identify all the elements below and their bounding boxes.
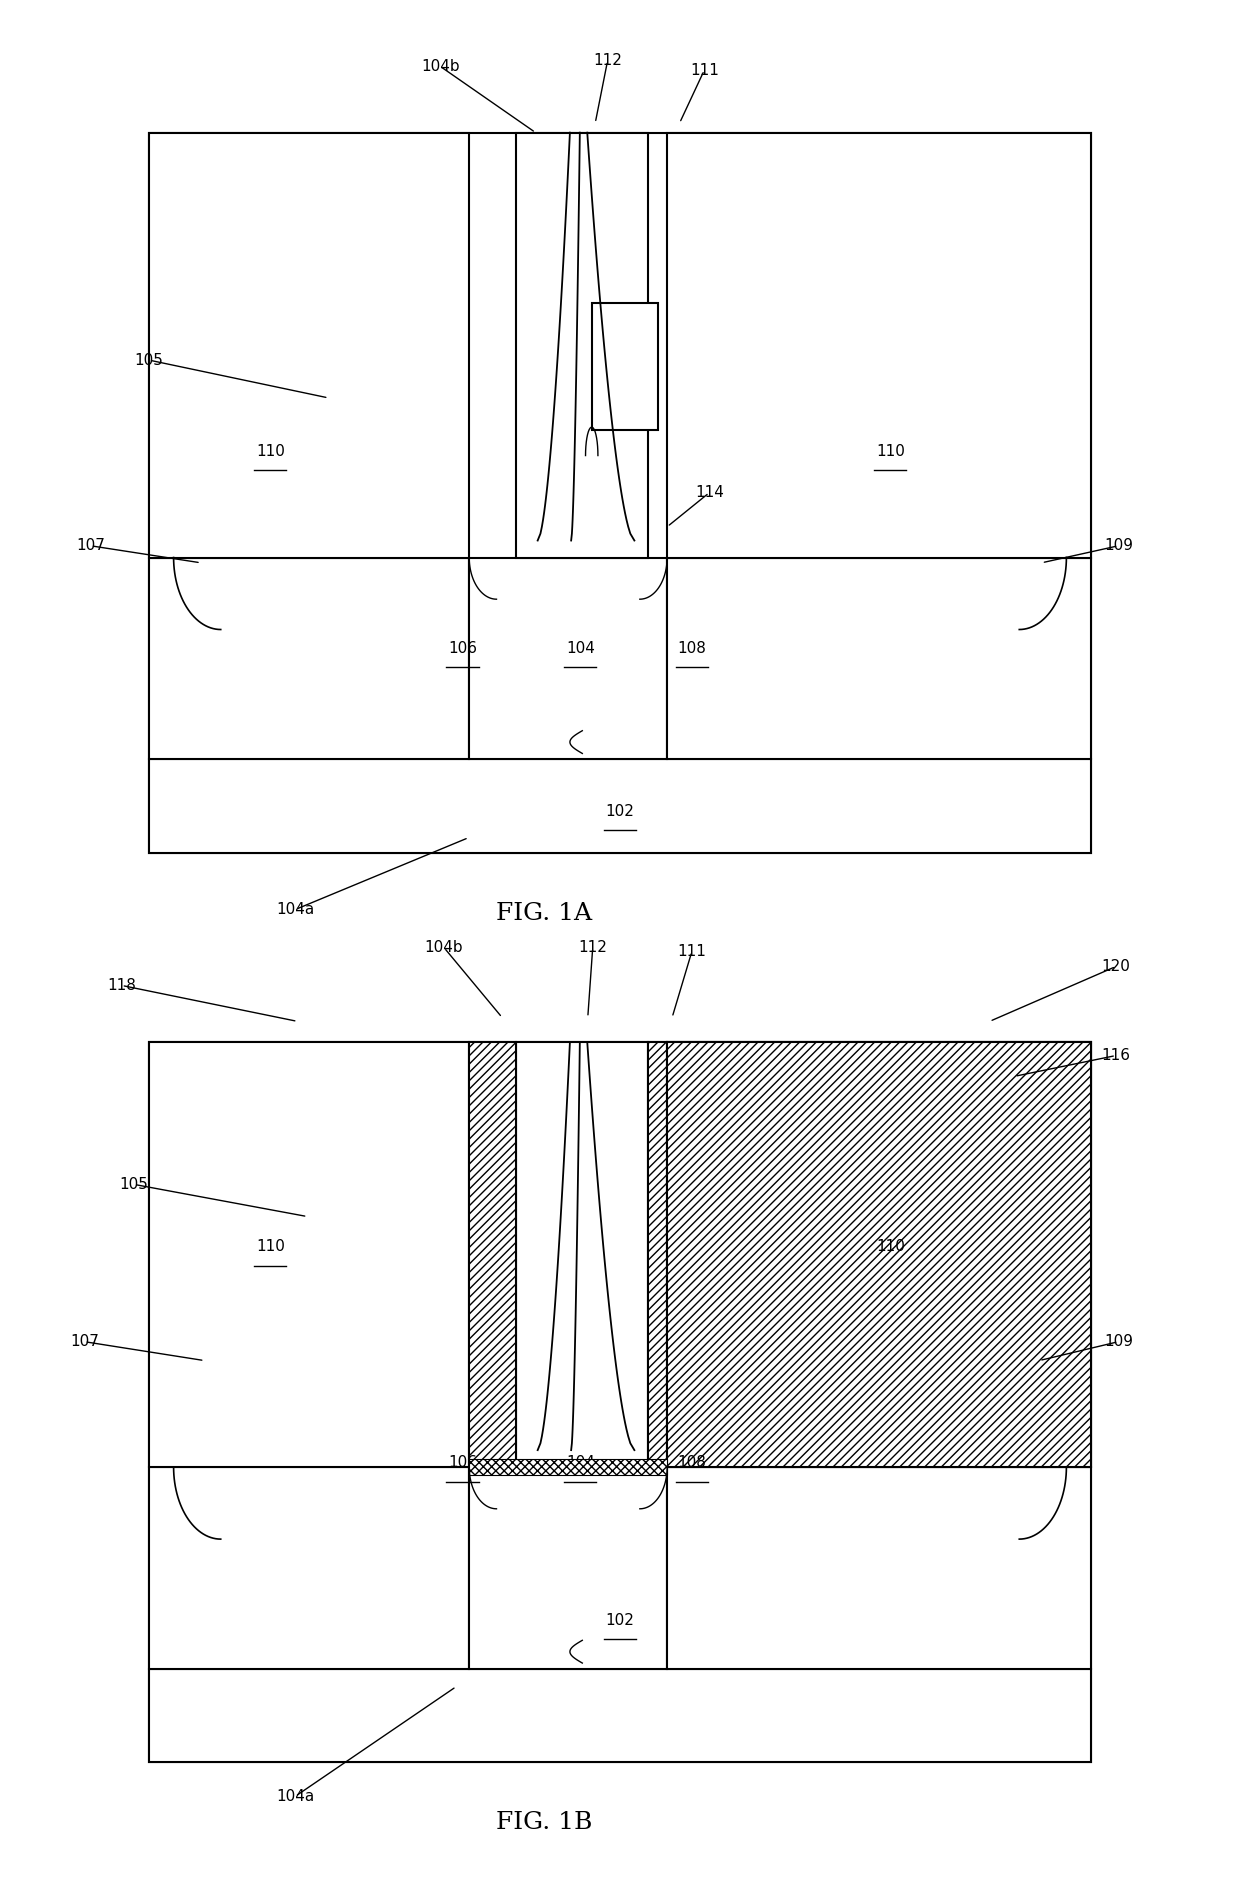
Text: 109: 109 <box>1104 1334 1133 1349</box>
Bar <box>149 1042 469 1467</box>
Bar <box>516 133 649 557</box>
Bar <box>149 1669 1091 1762</box>
Text: 110: 110 <box>875 1239 905 1254</box>
Text: 112: 112 <box>578 940 608 955</box>
Text: 116: 116 <box>1101 1048 1131 1063</box>
Text: 104b: 104b <box>420 59 460 74</box>
Text: 112: 112 <box>593 53 622 68</box>
Text: 118: 118 <box>107 978 136 993</box>
Bar <box>149 133 469 557</box>
Text: FIG. 1A: FIG. 1A <box>496 902 593 925</box>
Bar <box>149 1467 469 1669</box>
Text: 120: 120 <box>1101 959 1131 974</box>
Text: 107: 107 <box>76 538 105 553</box>
Bar <box>469 1467 667 1669</box>
Bar <box>667 133 1091 557</box>
Bar <box>667 1042 1091 1467</box>
Bar <box>149 1042 1091 1762</box>
Text: 104a: 104a <box>277 902 314 917</box>
Bar <box>516 1042 649 1467</box>
Text: 105: 105 <box>134 352 164 368</box>
Text: 110: 110 <box>255 1239 285 1254</box>
Text: 111: 111 <box>689 63 719 78</box>
Text: FIG. 1B: FIG. 1B <box>496 1812 593 1834</box>
Text: 104: 104 <box>565 1455 595 1471</box>
Text: 108: 108 <box>677 1455 707 1471</box>
Bar <box>469 557 667 760</box>
Bar <box>469 1459 667 1474</box>
Bar <box>149 760 1091 853</box>
Bar <box>469 1042 516 1467</box>
Bar <box>149 133 1091 853</box>
Text: 109: 109 <box>1104 538 1133 553</box>
Text: 107: 107 <box>69 1334 99 1349</box>
Bar <box>591 303 657 430</box>
Text: 105: 105 <box>119 1177 149 1192</box>
Text: 104b: 104b <box>424 940 464 955</box>
Text: 104: 104 <box>565 641 595 656</box>
Bar <box>149 557 469 760</box>
Bar <box>649 1042 667 1467</box>
Text: 110: 110 <box>875 443 905 459</box>
Bar <box>667 1042 1091 1467</box>
Text: 108: 108 <box>677 641 707 656</box>
Bar <box>667 557 1091 760</box>
Text: 102: 102 <box>605 1613 635 1628</box>
Bar <box>667 1467 1091 1669</box>
Text: 106: 106 <box>448 1455 477 1471</box>
Text: 104a: 104a <box>277 1789 314 1804</box>
Text: 102: 102 <box>605 803 635 819</box>
Text: 114: 114 <box>694 485 724 500</box>
Text: 106: 106 <box>448 641 477 656</box>
Text: 111: 111 <box>677 944 707 959</box>
Text: 110: 110 <box>255 443 285 459</box>
